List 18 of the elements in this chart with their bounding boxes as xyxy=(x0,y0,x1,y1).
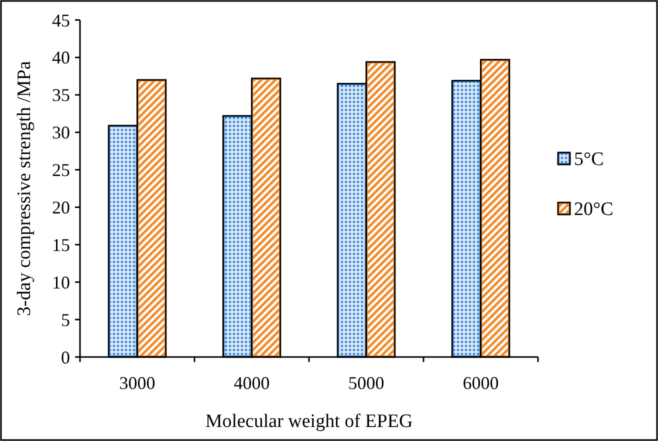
x-tick-label: 5000 xyxy=(348,373,384,393)
x-tick-label: 4000 xyxy=(234,373,270,393)
y-tick-label: 0 xyxy=(61,347,70,368)
y-tick-label: 30 xyxy=(52,122,70,143)
y-tick-label: 25 xyxy=(52,160,70,180)
y-tick-label: 15 xyxy=(52,234,70,255)
y-tick-label: 35 xyxy=(52,85,70,106)
y-axis-title: 3-day compressive strength /MPa xyxy=(14,60,35,316)
y-tick-label: 40 xyxy=(52,48,70,68)
x-tick-label: 3000 xyxy=(119,373,156,393)
legend-label: 20°C xyxy=(574,199,614,220)
y-tick-label: 5 xyxy=(61,310,70,330)
y-tick-label: 10 xyxy=(52,272,70,292)
x-axis-title: Molecular weight of EPEG xyxy=(205,411,413,432)
y-tick-label: 45 xyxy=(52,10,70,30)
y-tick-label: 20 xyxy=(52,198,70,218)
x-tick-label: 6000 xyxy=(462,373,499,393)
legend-label: 5°C xyxy=(574,149,604,170)
